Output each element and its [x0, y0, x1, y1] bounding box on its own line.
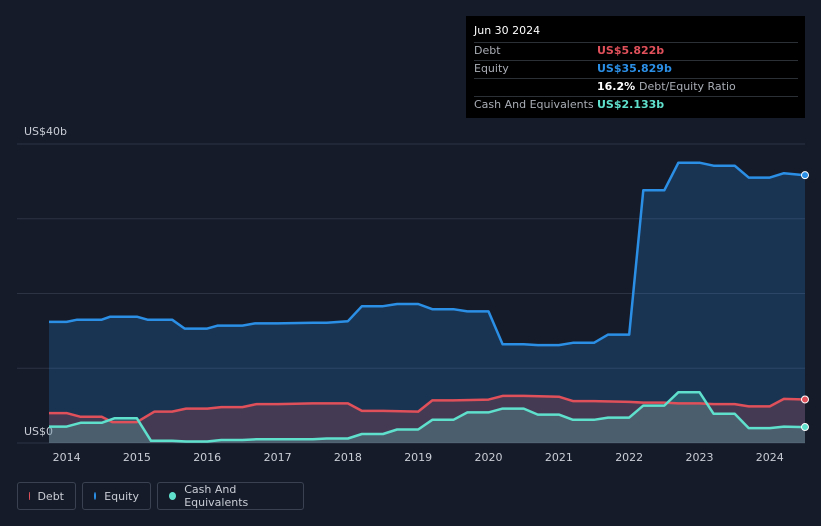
y-axis-top-label: US$40b [24, 125, 67, 138]
x-tick-label: 2021 [545, 451, 573, 464]
tooltip-cash-label: Cash And Equivalents [474, 98, 594, 111]
tooltip-ratio-row: 16.2% Debt/Equity Ratio [474, 78, 798, 96]
x-tick-label: 2017 [264, 451, 292, 464]
legend-debt-label: Debt [37, 489, 64, 503]
tooltip-ratio-label: Debt/Equity Ratio [639, 80, 736, 93]
equity-dot-icon [94, 492, 97, 500]
tooltip-ratio-value: 16.2% [597, 80, 636, 93]
x-tick-label: 2015 [123, 451, 151, 464]
legend-cash-label: Cash And Equivalents [184, 483, 249, 509]
cash-endpoint [801, 423, 809, 432]
tooltip-date: Jun 30 2024 [474, 24, 541, 37]
tooltip-equity-value: US$35.829b [597, 62, 672, 75]
tooltip-debt-row: Debt US$5.822b [474, 42, 798, 60]
tooltip-cash-row: Cash And Equivalents US$2.133b [474, 96, 798, 114]
legend-debt[interactable]: Debt [17, 482, 76, 510]
x-tick-label: 2022 [615, 451, 643, 464]
debt-endpoint [801, 395, 809, 404]
tooltip-debt-label: Debt [474, 44, 501, 57]
debt-line [49, 394, 806, 424]
tooltip-debt-value: US$5.822b [597, 44, 665, 57]
x-tick-label: 2018 [334, 451, 362, 464]
tooltip-equity-row: Equity US$35.829b [474, 60, 798, 78]
x-tick-label: 2014 [53, 451, 81, 464]
legend-equity[interactable]: Equity [82, 482, 151, 510]
equity-line [49, 161, 806, 347]
tooltip-ratio: 16.2% Debt/Equity Ratio [597, 79, 736, 95]
x-tick-label: 2024 [756, 451, 784, 464]
equity-endpoint [801, 171, 809, 180]
tooltip-cash-value: US$2.133b [597, 98, 665, 111]
cash-dot-icon [169, 492, 177, 500]
legend-equity-label: Equity [104, 489, 139, 503]
y-axis-bottom-label: US$0 [24, 425, 53, 438]
x-tick-label: 2020 [475, 451, 503, 464]
x-tick-label: 2016 [193, 451, 221, 464]
legend-cash[interactable]: Cash And Equivalents [157, 482, 304, 510]
x-tick-label: 2019 [404, 451, 432, 464]
tooltip: Jun 30 2024 Debt US$5.822b Equity US$35.… [466, 16, 805, 118]
equity-area [49, 162, 805, 443]
tooltip-equity-label: Equity [474, 62, 509, 75]
cash-area [49, 392, 805, 443]
cash-line [49, 390, 806, 443]
x-tick-label: 2023 [686, 451, 714, 464]
